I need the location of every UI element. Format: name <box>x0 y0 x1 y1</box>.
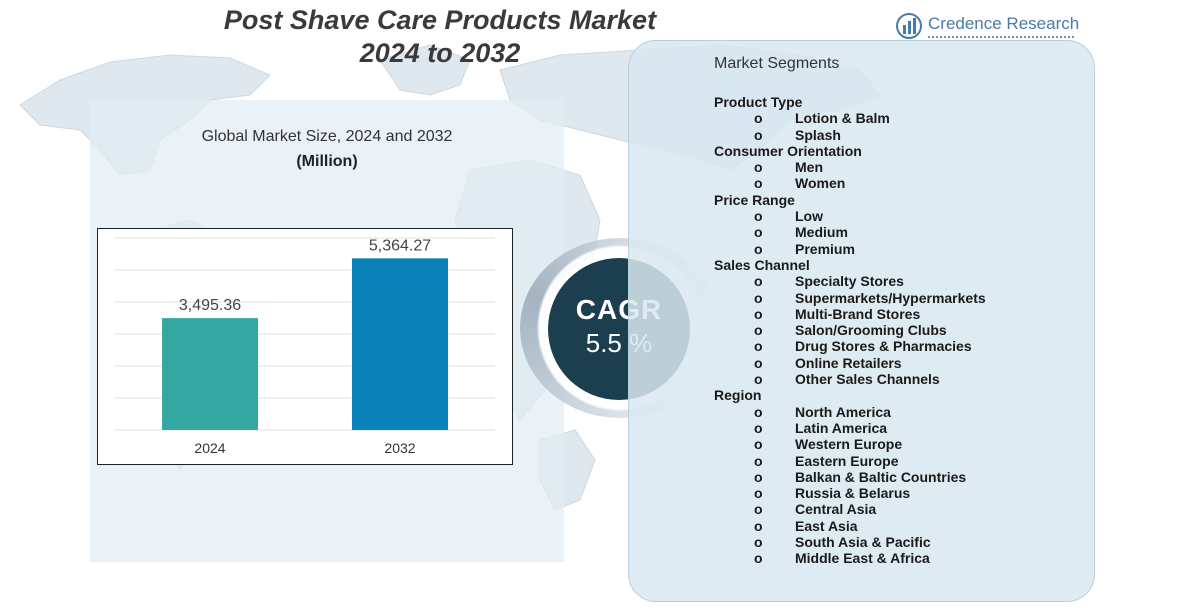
segment-item: o Russia & Belarus <box>714 485 1084 501</box>
segment-item: o Women <box>714 175 1084 191</box>
x-tick-label-2032: 2032 <box>384 440 415 456</box>
segment-item-label: Middle East & Africa <box>795 550 930 567</box>
bullet-icon: o <box>754 289 763 306</box>
segment-item: o Lotion & Balm <box>714 110 1084 126</box>
segment-item: o Central Asia <box>714 501 1084 517</box>
bullet-icon: o <box>754 485 763 502</box>
bar-chart-logo-icon <box>896 13 922 39</box>
bullet-icon: o <box>754 354 763 371</box>
bar-2024 <box>162 318 258 430</box>
chart-unit: (Million) <box>296 153 358 170</box>
bullet-icon: o <box>754 110 763 127</box>
bullet-icon: o <box>754 208 763 225</box>
segment-item-label: Low <box>795 208 823 225</box>
segment-item-label: Eastern Europe <box>795 452 899 469</box>
bullet-icon: o <box>754 436 763 453</box>
segment-item: o Supermarkets/Hypermarkets <box>714 290 1084 306</box>
chart-heading: Global Market Size, 2024 and 2032 <box>201 128 453 145</box>
segment-item: o Premium <box>714 241 1084 257</box>
chart-title: Post Shave Care Products Market 2024 to … <box>190 4 690 70</box>
bullet-icon: o <box>754 550 763 567</box>
bullet-icon: o <box>754 224 763 241</box>
bullet-icon: o <box>754 273 763 290</box>
bullet-icon: o <box>754 452 763 469</box>
segment-item-label: Splash <box>795 126 841 143</box>
data-label-2024: 3,495.36 <box>179 297 241 314</box>
credence-research-logo: Credence Research <box>896 13 1079 43</box>
segment-group-title: Price Range <box>714 191 795 208</box>
bullet-icon: o <box>754 305 763 322</box>
x-tick-label-2024: 2024 <box>194 440 225 456</box>
segment-item: o Salon/Grooming Clubs <box>714 322 1084 338</box>
data-label-2032: 5,364.27 <box>369 237 431 254</box>
segment-item-label: Russia & Belarus <box>795 485 911 502</box>
bullet-icon: o <box>754 240 763 257</box>
segment-item: o Splash <box>714 127 1084 143</box>
segment-item-label: Drug Stores & Pharmacies <box>795 338 972 355</box>
segment-item-label: Multi-Brand Stores <box>795 305 921 322</box>
segment-item: o Eastern Europe <box>714 453 1084 469</box>
bullet-icon: o <box>754 517 763 534</box>
segment-item-label: Balkan & Baltic Countries <box>795 468 967 485</box>
segment-item: o Multi-Brand Stores <box>714 306 1084 322</box>
segment-item: o Low <box>714 208 1084 224</box>
segment-item-label: Men <box>795 159 823 176</box>
segment-item: o South Asia & Pacific <box>714 534 1084 550</box>
chart-frame <box>97 228 513 465</box>
bar-2032 <box>352 258 448 430</box>
segment-item: o Drug Stores & Pharmacies <box>714 338 1084 354</box>
segment-item: o Middle East & Africa <box>714 550 1084 566</box>
segment-group-title: Sales Channel <box>714 256 810 273</box>
segment-item-label: Women <box>795 175 846 192</box>
segment-item-label: Medium <box>795 224 848 241</box>
segments-title: Market Segments <box>714 55 840 72</box>
bullet-icon: o <box>754 419 763 436</box>
segment-group-title: Consumer Orientation <box>714 142 862 159</box>
segment-item-label: South Asia & Pacific <box>795 534 931 551</box>
segment-item-label: Specialty Stores <box>795 273 904 290</box>
segment-group-title: Product Type <box>714 94 803 110</box>
segments-panel <box>628 40 1095 602</box>
segment-item-label: Western Europe <box>795 436 903 453</box>
bullet-icon: o <box>754 371 763 388</box>
bullet-icon: o <box>754 338 763 355</box>
bullet-icon: o <box>754 322 763 339</box>
segment-item-label: Central Asia <box>795 501 877 518</box>
bullet-icon: o <box>754 468 763 485</box>
title-line-1: Post Shave Care Products Market <box>223 5 657 35</box>
segment-item-label: Latin America <box>795 419 888 436</box>
segment-item-label: Supermarkets/Hypermarkets <box>795 289 986 306</box>
bullet-icon: o <box>754 403 763 420</box>
segment-item: o North America <box>714 404 1084 420</box>
title-line-2: 2024 to 2032 <box>359 38 521 68</box>
segment-item-label: Lotion & Balm <box>795 110 890 127</box>
segment-item-label: Online Retailers <box>795 354 902 371</box>
segment-item-label: Premium <box>795 240 855 257</box>
bar-chart: 3,495.36 2024 5,364.27 2032 <box>97 228 513 465</box>
segment-item: o Specialty Stores <box>714 273 1084 289</box>
segment-item-label: North America <box>795 403 891 420</box>
segment-group-title: Region <box>714 387 762 404</box>
logo-tagline-graphic <box>928 36 1074 41</box>
segment-item: o Latin America <box>714 420 1084 436</box>
bullet-icon: o <box>754 175 763 192</box>
segment-item: o Men <box>714 159 1084 175</box>
segment-item-label: Other Sales Channels <box>795 371 940 388</box>
bullet-icon: o <box>754 534 763 551</box>
segment-item: o Medium <box>714 224 1084 240</box>
segment-item: o Online Retailers <box>714 355 1084 371</box>
segment-item-label: Salon/Grooming Clubs <box>795 322 947 339</box>
segment-item: o Other Sales Channels <box>714 371 1084 387</box>
segment-item: o East Asia <box>714 518 1084 534</box>
segment-item-label: East Asia <box>795 517 858 534</box>
segment-item: o Western Europe <box>714 436 1084 452</box>
bullet-icon: o <box>754 501 763 518</box>
segment-item: o Balkan & Baltic Countries <box>714 469 1084 485</box>
logo-name: Credence Research <box>928 14 1080 33</box>
segments-list: Product Type o Lotion & Balm o Splash Consume… <box>714 94 1084 567</box>
bullet-icon: o <box>754 126 763 143</box>
bullet-icon: o <box>754 159 763 176</box>
